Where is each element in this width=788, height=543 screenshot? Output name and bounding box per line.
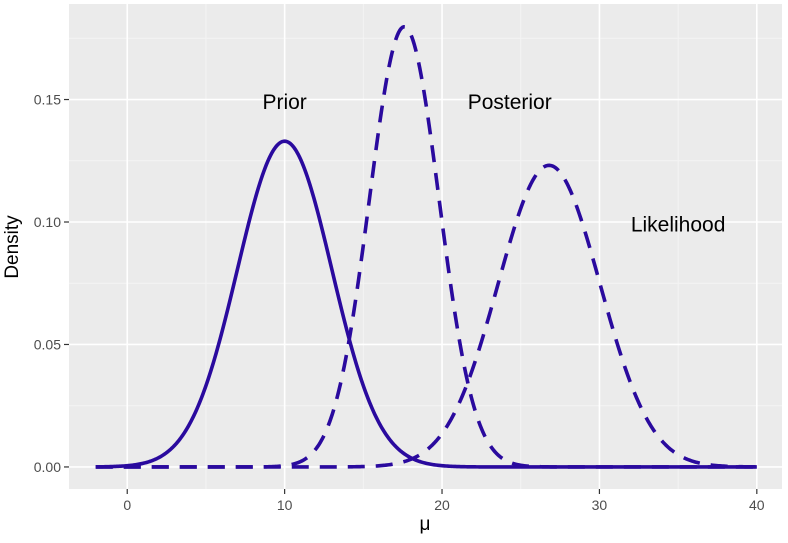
minor-grid — [69, 4, 782, 489]
y-axis: 0.00 0.05 0.10 0.15 — [34, 92, 69, 475]
x-tick-label: 0 — [123, 497, 131, 513]
plot-panel — [69, 4, 782, 489]
y-axis-title: Density — [2, 215, 23, 279]
curve-prior — [95, 139, 758, 469]
x-tick-label: 40 — [749, 497, 765, 513]
y-tick-label: 0.05 — [34, 336, 61, 352]
x-tick-label: 20 — [434, 497, 450, 513]
y-tick-label: 0.15 — [34, 92, 61, 108]
y-tick-label: 0.10 — [34, 214, 61, 230]
label-prior: Prior — [262, 91, 306, 114]
x-tick-label: 30 — [592, 497, 608, 513]
curves — [95, 25, 758, 469]
annotations: Prior Posterior Likelihood — [262, 91, 725, 236]
x-axis: 0 10 20 30 40 — [123, 489, 765, 513]
label-likelihood: Likelihood — [631, 213, 726, 236]
label-posterior: Posterior — [468, 91, 552, 114]
x-axis-title: μ — [420, 514, 431, 535]
curve-likelihood — [95, 163, 758, 469]
y-tick-label: 0.00 — [34, 459, 61, 475]
curve-posterior — [95, 25, 758, 469]
x-tick-label: 10 — [277, 497, 293, 513]
